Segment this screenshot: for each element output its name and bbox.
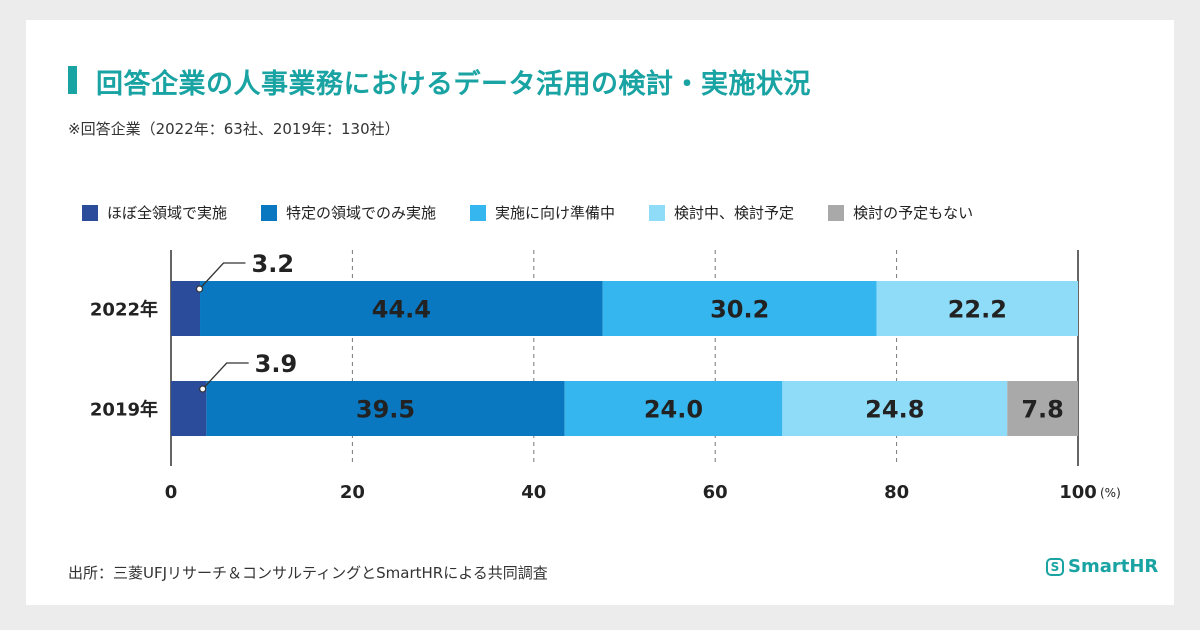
legend-item-1: 特定の領域でのみ実施: [261, 202, 436, 223]
callout-dot-0: [195, 285, 204, 293]
bar-1-4: [1007, 381, 1078, 436]
tick-label-40: 40: [521, 482, 546, 503]
category-label-1: 2019年: [90, 399, 158, 421]
legend-item-3: 検討中、検討予定: [649, 202, 794, 223]
data-label-0-3: 22.2: [948, 296, 1007, 324]
tick-label-80: 80: [884, 482, 909, 503]
legend-swatch-0: [82, 204, 98, 221]
tick-label-20: 20: [340, 482, 365, 503]
bar-1-1: [206, 381, 565, 436]
bar-1-2: [564, 381, 783, 436]
legend: ほぼ全領域で実施 特定の領域でのみ実施 実施に向け準備中 検討中、検討予定 検討…: [82, 202, 1007, 223]
callout-label-1: 3.9: [255, 350, 298, 378]
callout-label-0: 3.2: [252, 250, 295, 278]
unit-label: (%): [1100, 486, 1121, 500]
legend-label-4: 検討の予定もない: [853, 204, 974, 222]
legend-item-4: 検討の予定もない: [828, 202, 973, 223]
smarthr-logo-text: SmartHR: [1068, 556, 1159, 577]
legend-item-0: ほぼ全領域で実施: [82, 202, 227, 223]
bar-0-0: [171, 281, 201, 336]
chart-title: 回答企業の人事業務におけるデータ活用の検討・実施状況: [96, 69, 811, 100]
data-label-1-3: 24.8: [865, 396, 924, 424]
chart-subtitle: ※回答企業（2022年：63社、2019年：130社）: [68, 120, 400, 138]
callout-dot-1: [199, 385, 207, 393]
data-label-0-2: 30.2: [710, 296, 769, 324]
title-accent-bar: [68, 66, 77, 94]
bar-0-1: [200, 281, 603, 336]
data-label-1-2: 24.0: [644, 396, 703, 424]
tick-label-100: 100: [1059, 482, 1097, 503]
smarthr-logo-icon: S: [1046, 557, 1064, 576]
bar-0-3: [876, 281, 1078, 336]
category-label-0: 2022年: [90, 299, 158, 321]
tick-label-0: 0: [165, 482, 178, 503]
tick-label-60: 60: [703, 482, 728, 503]
bar-0-2: [602, 281, 877, 336]
bar-1-3: [782, 381, 1008, 436]
data-label-0-1: 44.4: [372, 296, 431, 324]
callout-line-0: [199, 262, 246, 290]
legend-item-2: 実施に向け準備中: [470, 202, 615, 223]
source-note: 出所：三菱UFJリサーチ＆コンサルティングとSmartHRによる共同調査: [68, 564, 548, 582]
callout-line-1: [202, 362, 249, 390]
legend-swatch-2: [470, 204, 487, 221]
data-label-1-1: 39.5: [356, 396, 415, 424]
smarthr-logo: S SmartHR: [1046, 556, 1158, 577]
data-label-1-4: 7.8: [1021, 396, 1064, 424]
legend-label-1: 特定の領域でのみ実施: [286, 204, 437, 222]
legend-swatch-1: [261, 204, 278, 221]
legend-swatch-4: [828, 204, 845, 221]
legend-label-3: 検討中、検討予定: [674, 204, 795, 222]
legend-swatch-3: [649, 204, 666, 221]
legend-label-2: 実施に向け準備中: [495, 204, 616, 222]
legend-label-0: ほぼ全領域で実施: [107, 204, 228, 222]
